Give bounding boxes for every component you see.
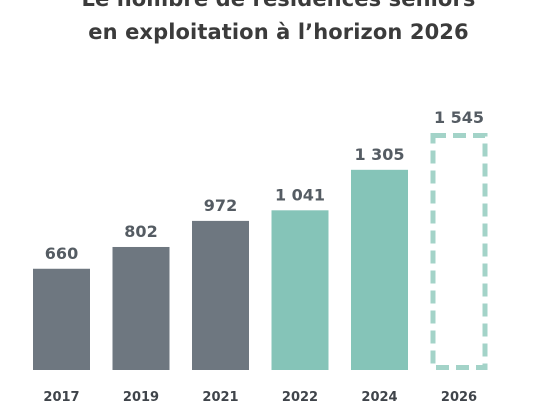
bar-2017 [33,268,90,370]
x-tick-label-2022: 2022 [282,390,318,404]
x-tick-label-2019: 2019 [123,390,159,404]
chart-title-line-2: en exploitation à l’horizon 2026 [88,20,469,44]
bar-2026 [430,133,488,370]
value-label-2019: 802 [124,222,157,241]
value-label-2024: 1 305 [354,145,404,164]
chart-title-line-1: Le nombre de résidences seniors [0,0,557,11]
bar-2022 [271,210,329,370]
bar-2021 [192,220,249,370]
x-tick-label-2017: 2017 [43,390,79,404]
bar-2019 [112,246,170,370]
value-label-2021: 972 [204,196,237,215]
value-label-2026: 1 545 [434,108,484,127]
x-tick-label-2024: 2024 [361,390,397,404]
value-label-2017: 660 [45,244,78,263]
bar-2024 [351,169,408,370]
x-tick-label-2026: 2026 [441,390,477,404]
chart-title: Le nombre de résidences seniors en explo… [0,0,557,60]
x-tick-label-2021: 2021 [202,390,238,404]
value-label-2022: 1 041 [275,185,325,204]
